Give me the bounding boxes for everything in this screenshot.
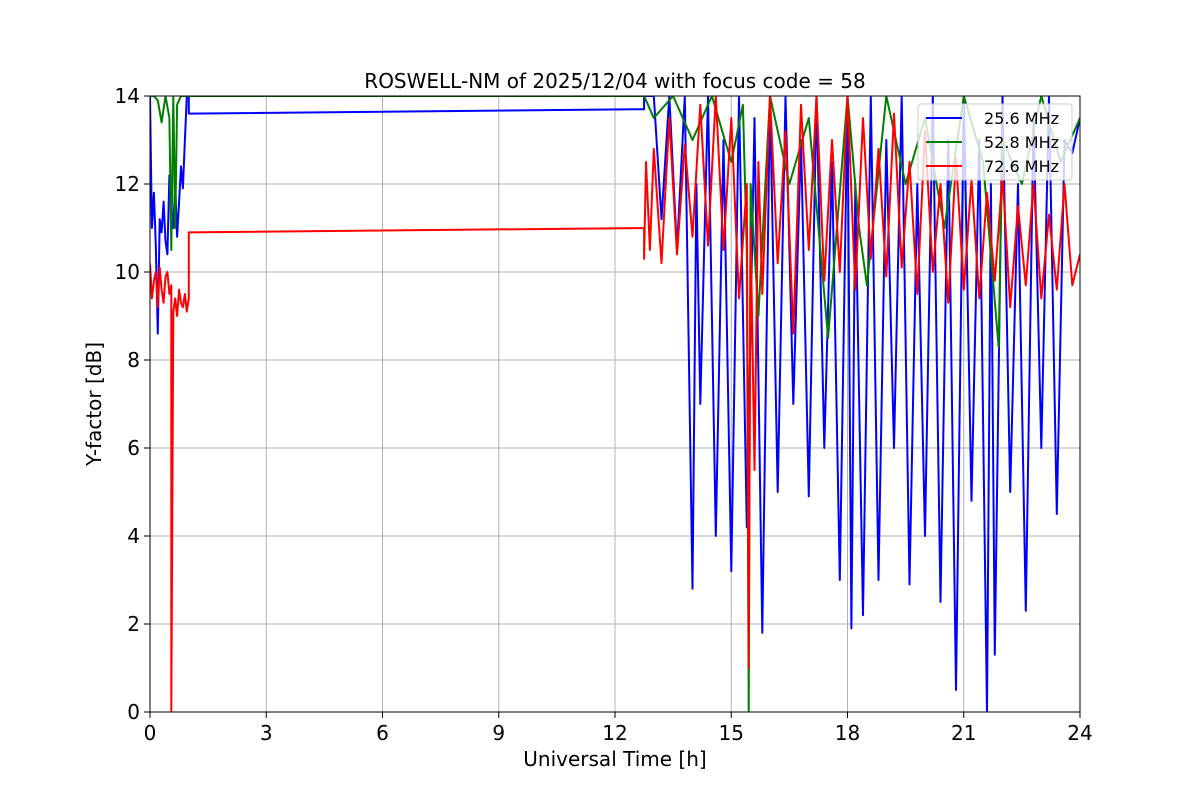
x-tick-label: 24 [1067,721,1092,745]
x-tick-label: 9 [492,721,505,745]
x-axis-label: Universal Time [h] [523,747,706,771]
chart-title: ROSWELL-NM of 2025/12/04 with focus code… [364,69,865,93]
x-tick-label: 18 [835,721,860,745]
y-tick-label: 2 [127,612,140,636]
series-line-25-6-mhz [150,96,1080,712]
x-tick-label: 3 [260,721,273,745]
y-tick-label: 12 [115,172,140,196]
x-tick-label: 21 [951,721,976,745]
y-tick-label: 0 [127,700,140,724]
series-layer [150,96,1080,712]
x-tick-label: 12 [602,721,627,745]
x-tick-label: 6 [376,721,389,745]
y-axis-label: Y-factor [dB] [82,342,106,467]
x-tick-label: 0 [144,721,157,745]
y-tick-label: 4 [127,524,140,548]
legend: 25.6 MHz 52.8 MHz 72.6 MHz [917,103,1073,181]
series-line-72-6-mhz [150,96,1080,712]
legend-label: 25.6 MHz [984,109,1059,128]
y-tick-label: 6 [127,436,140,460]
y-tick-label: 10 [115,260,140,284]
legend-box [917,103,1073,181]
y-tick-label: 8 [127,348,140,372]
x-tick-label: 15 [719,721,744,745]
legend-label: 72.6 MHz [984,157,1059,176]
legend-label: 52.8 MHz [984,133,1059,152]
y-tick-label: 14 [115,84,140,108]
